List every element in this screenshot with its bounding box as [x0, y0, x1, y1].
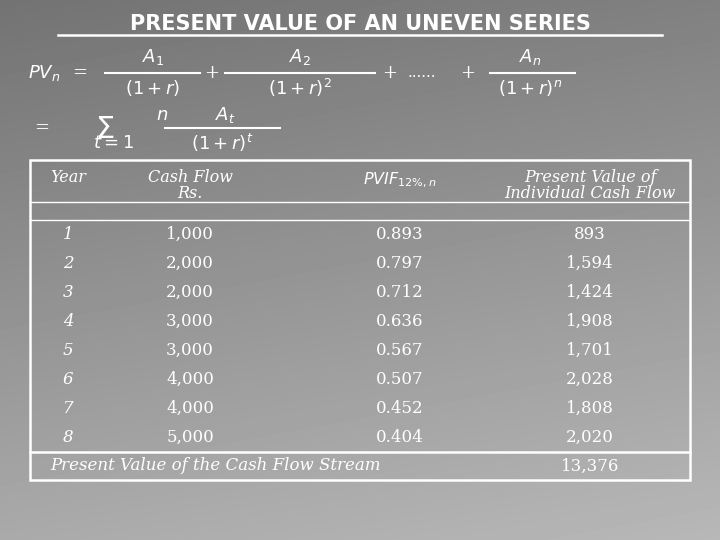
Text: $\mathit{A}_n$: $\mathit{A}_n$	[519, 47, 541, 67]
Text: Cash Flow: Cash Flow	[148, 170, 233, 186]
Text: +: +	[382, 64, 397, 82]
Text: 0.797: 0.797	[376, 255, 424, 272]
Text: $\mathit{A}_t$: $\mathit{A}_t$	[215, 105, 235, 125]
Text: PRESENT VALUE OF AN UNEVEN SERIES: PRESENT VALUE OF AN UNEVEN SERIES	[130, 14, 590, 34]
Text: $\mathit{(1+r)^t}$: $\mathit{(1+r)^t}$	[191, 132, 253, 154]
Text: 2,000: 2,000	[166, 255, 214, 272]
Text: $\mathit{A}_1$: $\mathit{A}_1$	[142, 47, 164, 67]
Text: Rs.: Rs.	[177, 185, 203, 201]
Text: $\mathit{t}=1$: $\mathit{t}=1$	[93, 134, 133, 152]
Text: 893: 893	[574, 226, 606, 243]
Text: Individual Cash Flow: Individual Cash Flow	[504, 185, 675, 201]
Text: Present Value of the Cash Flow Stream: Present Value of the Cash Flow Stream	[50, 457, 380, 475]
Text: 3,000: 3,000	[166, 313, 214, 330]
Bar	[30, 160, 690, 480]
Text: Present Value of: Present Value of	[524, 170, 656, 186]
Text: $\mathit{n}$: $\mathit{n}$	[156, 106, 168, 124]
Text: 8: 8	[63, 429, 73, 446]
Text: 5,000: 5,000	[166, 429, 214, 446]
Text: 0.404: 0.404	[376, 429, 424, 446]
Text: 3: 3	[63, 284, 73, 301]
Text: 4: 4	[63, 313, 73, 330]
Text: 1,000: 1,000	[166, 226, 214, 243]
Text: 1,424: 1,424	[566, 284, 614, 301]
Text: 1,594: 1,594	[566, 255, 614, 272]
Text: 0.452: 0.452	[376, 400, 424, 417]
Text: 6: 6	[63, 371, 73, 388]
Text: 2: 2	[63, 255, 73, 272]
Text: $\mathit{PV}_n$: $\mathit{PV}_n$	[28, 63, 60, 83]
Text: $\mathit{A}_2$: $\mathit{A}_2$	[289, 47, 311, 67]
Text: 1: 1	[63, 226, 73, 243]
Text: 2,028: 2,028	[566, 371, 614, 388]
Text: 0.507: 0.507	[376, 371, 424, 388]
Text: 2,000: 2,000	[166, 284, 214, 301]
Text: 4,000: 4,000	[166, 371, 214, 388]
Text: =: =	[35, 119, 50, 137]
Text: $\mathit{PVIF}_{12\%,n}$: $\mathit{PVIF}_{12\%,n}$	[364, 170, 437, 190]
Text: 1,908: 1,908	[566, 313, 614, 330]
Text: $\Sigma$: $\Sigma$	[95, 114, 114, 145]
Text: 3,000: 3,000	[166, 342, 214, 359]
Text: 0.567: 0.567	[377, 342, 424, 359]
Text: +: +	[461, 64, 475, 82]
Text: 1,808: 1,808	[566, 400, 614, 417]
Text: 5: 5	[63, 342, 73, 359]
Text: 7: 7	[63, 400, 73, 417]
Text: 1,701: 1,701	[566, 342, 614, 359]
Text: $\mathit{(1+r)^n}$: $\mathit{(1+r)^n}$	[498, 78, 562, 98]
Text: =: =	[73, 64, 88, 82]
Text: +: +	[204, 64, 220, 82]
Text: 13,376: 13,376	[561, 457, 619, 475]
Text: 0.893: 0.893	[376, 226, 424, 243]
Text: 0.712: 0.712	[376, 284, 424, 301]
Text: ......: ......	[408, 66, 436, 80]
Text: 2,020: 2,020	[566, 429, 614, 446]
Text: Year: Year	[50, 170, 86, 186]
Text: $\mathit{(1+r)^2}$: $\mathit{(1+r)^2}$	[268, 77, 332, 99]
Text: 0.636: 0.636	[377, 313, 424, 330]
Text: 4,000: 4,000	[166, 400, 214, 417]
Text: $\mathit{(1+r)}$: $\mathit{(1+r)}$	[125, 78, 181, 98]
